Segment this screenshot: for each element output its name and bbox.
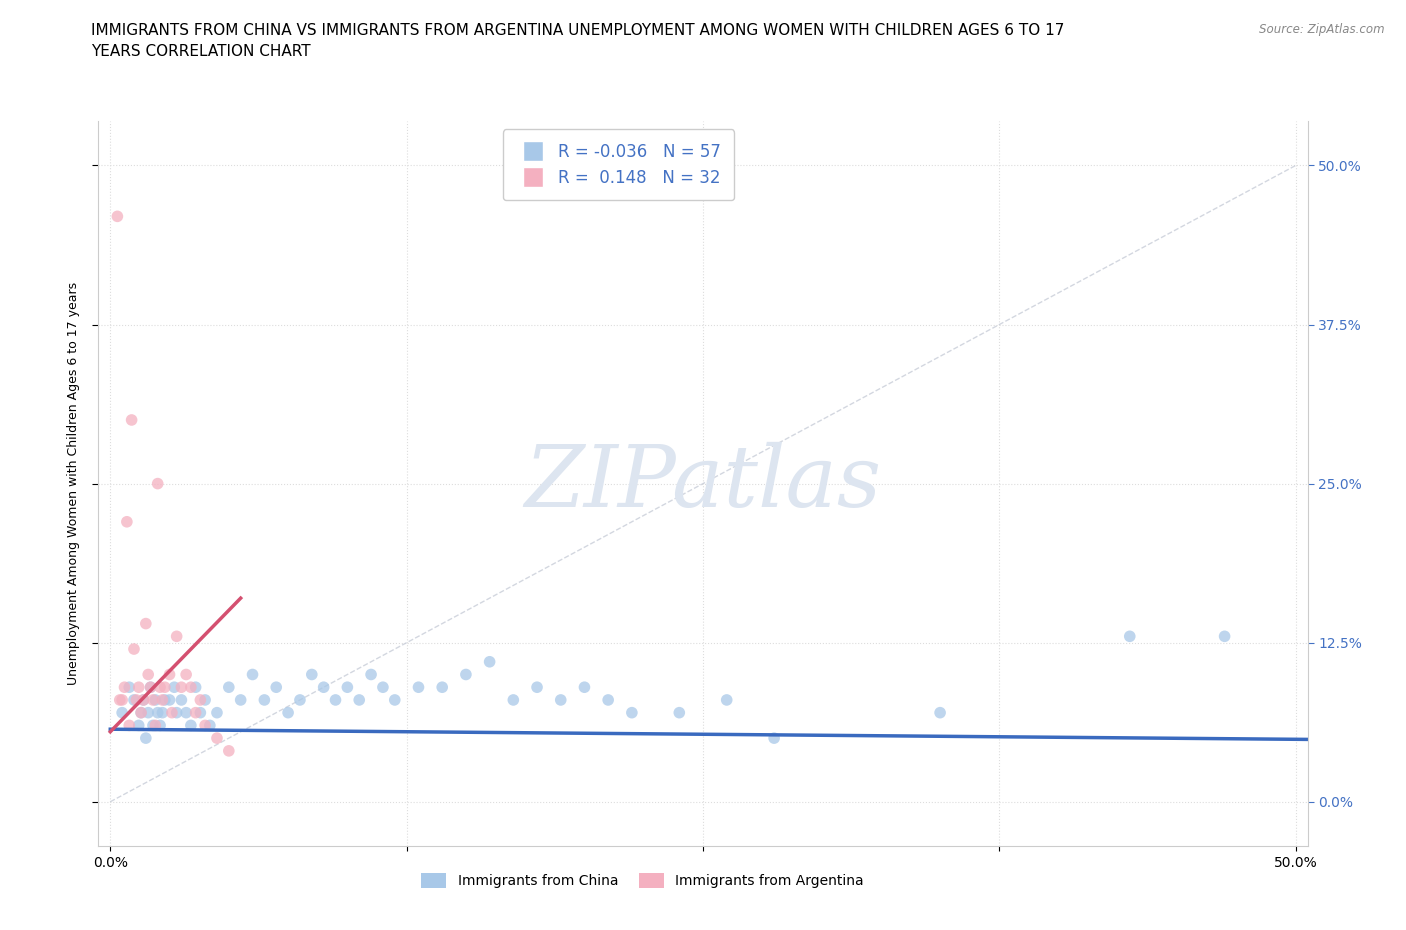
Point	[129, 705, 152, 720]
Point	[325, 693, 347, 708]
Point	[184, 680, 207, 695]
Point	[598, 693, 620, 708]
Point	[242, 667, 264, 682]
Point	[152, 693, 174, 708]
Point	[174, 667, 197, 682]
Point	[620, 705, 643, 720]
Point	[146, 705, 169, 720]
Text: ZIPatlas: ZIPatlas	[524, 443, 882, 525]
Point	[122, 693, 145, 708]
Point	[142, 693, 165, 708]
Point	[159, 693, 181, 708]
Point	[180, 718, 202, 733]
Point	[288, 693, 311, 708]
Point	[502, 693, 524, 708]
Point	[277, 705, 299, 720]
Y-axis label: Unemployment Among Women with Children Ages 6 to 17 years: Unemployment Among Women with Children A…	[66, 282, 80, 685]
Point	[143, 693, 166, 708]
Point	[408, 680, 430, 695]
Point	[180, 680, 202, 695]
Point	[146, 476, 169, 491]
Point	[132, 693, 155, 708]
Point	[184, 705, 207, 720]
Point	[218, 680, 240, 695]
Point	[163, 680, 186, 695]
Point	[478, 655, 501, 670]
Point	[153, 693, 176, 708]
Point	[136, 667, 159, 682]
Point	[142, 718, 165, 733]
Point	[128, 680, 150, 695]
Text: Source: ZipAtlas.com: Source: ZipAtlas.com	[1260, 23, 1385, 36]
Point	[716, 693, 738, 708]
Point	[229, 693, 252, 708]
Point	[526, 680, 548, 695]
Point	[190, 705, 212, 720]
Point	[139, 680, 162, 695]
Point	[170, 680, 193, 695]
Point	[264, 680, 287, 695]
Point	[132, 693, 155, 708]
Point	[143, 718, 166, 733]
Point	[135, 617, 157, 631]
Point	[136, 705, 159, 720]
Point	[384, 693, 406, 708]
Point	[550, 693, 572, 708]
Point	[198, 718, 221, 733]
Point	[118, 680, 141, 695]
Point	[194, 718, 217, 733]
Point	[668, 705, 690, 720]
Point	[149, 718, 172, 733]
Point	[194, 693, 217, 708]
Point	[347, 693, 370, 708]
Point	[121, 413, 143, 428]
Text: IMMIGRANTS FROM CHINA VS IMMIGRANTS FROM ARGENTINA UNEMPLOYMENT AMONG WOMEN WITH: IMMIGRANTS FROM CHINA VS IMMIGRANTS FROM…	[91, 23, 1064, 60]
Point	[1119, 629, 1142, 644]
Point	[122, 642, 145, 657]
Point	[166, 705, 188, 720]
Point	[135, 731, 157, 746]
Point	[159, 667, 181, 682]
Point	[128, 718, 150, 733]
Point	[118, 718, 141, 733]
Point	[190, 693, 212, 708]
Point	[115, 514, 138, 529]
Point	[160, 705, 183, 720]
Point	[152, 705, 174, 720]
Point	[149, 680, 172, 695]
Point	[574, 680, 596, 695]
Point	[114, 680, 136, 695]
Point	[111, 705, 134, 720]
Point	[371, 680, 394, 695]
Point	[129, 705, 152, 720]
Point	[111, 693, 134, 708]
Point	[432, 680, 454, 695]
Point	[205, 731, 228, 746]
Point	[170, 693, 193, 708]
Point	[125, 693, 148, 708]
Point	[360, 667, 382, 682]
Point	[929, 705, 952, 720]
Point	[253, 693, 276, 708]
Point	[218, 743, 240, 758]
Point	[139, 680, 162, 695]
Point	[105, 209, 128, 224]
Point	[153, 680, 176, 695]
Point	[166, 629, 188, 644]
Point	[454, 667, 477, 682]
Point	[108, 693, 131, 708]
Point	[301, 667, 323, 682]
Point	[174, 705, 197, 720]
Point	[205, 705, 228, 720]
Point	[1213, 629, 1236, 644]
Point	[763, 731, 786, 746]
Legend: Immigrants from China, Immigrants from Argentina: Immigrants from China, Immigrants from A…	[416, 868, 869, 894]
Point	[336, 680, 359, 695]
Point	[312, 680, 335, 695]
